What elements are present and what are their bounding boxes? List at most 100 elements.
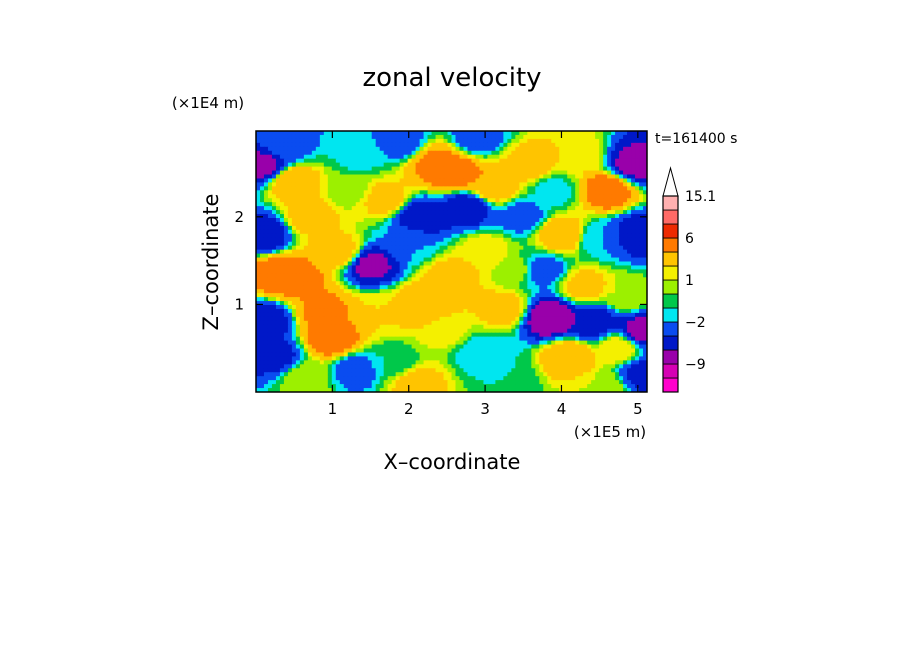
heatmap-cell: [531, 182, 536, 187]
heatmap-cell: [543, 134, 548, 140]
heatmap-cell: [443, 281, 449, 286]
heatmap-cell: [415, 312, 421, 318]
heatmap-cell: [315, 297, 321, 302]
heatmap-cell: [403, 186, 409, 191]
heatmap-cell: [279, 281, 285, 286]
heatmap-cell: [379, 328, 385, 334]
heatmap-cell: [595, 210, 600, 215]
heatmap-cell: [399, 237, 405, 243]
heatmap-cell: [611, 265, 616, 270]
heatmap-cell: [559, 249, 564, 255]
heatmap-cell: [479, 182, 484, 187]
heatmap-cell: [419, 308, 425, 314]
heatmap-cell: [275, 198, 281, 203]
heatmap-cell: [491, 285, 496, 290]
heatmap-cell: [539, 249, 544, 255]
heatmap-cell: [283, 178, 289, 183]
heatmap-cell: [459, 324, 464, 330]
heatmap-cell: [559, 182, 564, 187]
heatmap-cell: [499, 261, 504, 266]
heatmap-cell: [403, 289, 409, 294]
heatmap-cell: [463, 170, 468, 175]
heatmap-cell: [379, 261, 385, 266]
heatmap-cell: [343, 186, 349, 191]
heatmap-cell: [447, 214, 452, 219]
heatmap-cell: [503, 174, 508, 179]
heatmap-cell: [451, 265, 456, 270]
heatmap-cell: [419, 174, 425, 179]
heatmap-cell: [311, 162, 317, 168]
heatmap-cell: [575, 320, 580, 326]
heatmap-cell: [567, 233, 572, 239]
heatmap-cell: [507, 134, 512, 140]
heatmap-cell: [539, 305, 544, 310]
heatmap-cell: [359, 178, 365, 183]
heatmap-cell: [355, 225, 361, 231]
heatmap-cell: [503, 324, 508, 330]
heatmap-cell: [615, 198, 620, 203]
heatmap-cell: [623, 178, 628, 183]
heatmap-cell: [363, 297, 369, 302]
heatmap-cell: [375, 166, 381, 172]
heatmap-cell: [299, 162, 305, 168]
heatmap-cell: [619, 269, 624, 274]
heatmap-cell: [535, 214, 540, 219]
heatmap-cell: [399, 158, 405, 164]
heatmap-cell: [363, 245, 369, 251]
heatmap-cell: [351, 131, 357, 136]
heatmap-cell: [383, 190, 389, 195]
heatmap-cell: [507, 170, 512, 175]
heatmap-cell: [567, 154, 572, 160]
heatmap-cell: [295, 194, 301, 199]
heatmap-cell: [355, 253, 361, 259]
heatmap-cell: [371, 316, 377, 322]
heatmap-cell: [567, 178, 572, 183]
heatmap-cell: [603, 241, 608, 247]
heatmap-cell: [287, 265, 293, 270]
heatmap-cell: [375, 308, 381, 314]
heatmap-cell: [415, 285, 421, 290]
heatmap-cell: [487, 131, 492, 136]
heatmap-cell: [263, 245, 269, 251]
heatmap-cell: [287, 131, 293, 136]
heatmap-cell: [475, 324, 480, 330]
heatmap-cell: [643, 146, 647, 152]
heatmap-cell: [551, 253, 556, 259]
heatmap-cell: [271, 320, 277, 326]
heatmap-cell: [415, 324, 421, 330]
heatmap-cell: [491, 261, 496, 266]
heatmap-cell: [259, 312, 265, 318]
heatmap-cell: [331, 257, 337, 262]
heatmap-cell: [371, 221, 377, 227]
heatmap-cell: [463, 277, 468, 282]
heatmap-cell: [631, 229, 636, 235]
heatmap-cell: [371, 166, 377, 172]
heatmap-cell: [619, 273, 624, 278]
heatmap-cell: [423, 194, 429, 199]
heatmap-cell: [439, 257, 445, 262]
heatmap-cell: [531, 245, 536, 251]
heatmap-cell: [407, 320, 413, 326]
heatmap-cell: [487, 316, 492, 322]
heatmap-cell: [267, 289, 273, 294]
heatmap-cell: [523, 324, 528, 330]
heatmap-cell: [391, 186, 397, 191]
heatmap-cell: [331, 214, 337, 219]
heatmap-cell: [563, 281, 568, 286]
heatmap-cell: [299, 269, 305, 274]
heatmap-cell: [339, 273, 345, 278]
heatmap-cell: [363, 237, 369, 243]
heatmap-cell: [579, 229, 584, 235]
heatmap-cell: [387, 245, 393, 251]
heatmap-cell: [603, 261, 608, 266]
heatmap-cell: [499, 257, 504, 262]
heatmap-cell: [643, 210, 647, 215]
heatmap-cell: [579, 170, 584, 175]
heatmap-cell: [295, 134, 301, 140]
heatmap-cell: [263, 297, 269, 302]
heatmap-cell: [295, 182, 301, 187]
heatmap-cell: [387, 138, 393, 144]
heatmap-cell: [587, 237, 592, 243]
heatmap-cell: [559, 277, 564, 282]
heatmap-cell: [283, 261, 289, 266]
